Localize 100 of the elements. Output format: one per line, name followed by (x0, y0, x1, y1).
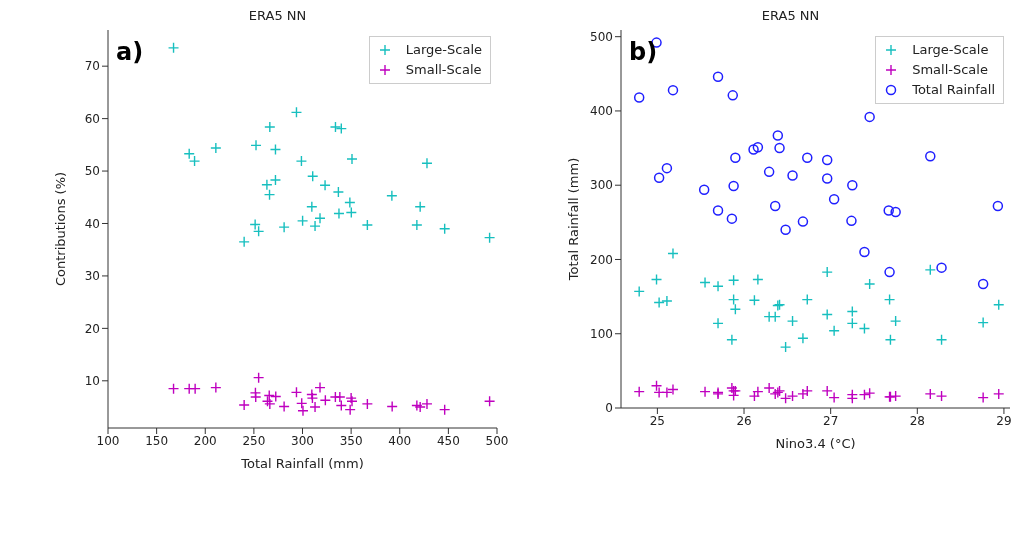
point (889, 315, 902, 327)
point (712, 317, 724, 330)
point (924, 264, 936, 276)
point (924, 388, 936, 400)
point (414, 201, 426, 213)
point (821, 154, 833, 166)
point (238, 399, 250, 411)
legend-label: Total Rainfall (912, 81, 995, 99)
point (772, 130, 784, 141)
point (797, 332, 809, 344)
x-tick-label: 300 (291, 433, 314, 448)
point (296, 215, 309, 227)
point (977, 391, 989, 404)
point (361, 219, 374, 231)
point (727, 293, 740, 306)
point (438, 223, 451, 235)
point (167, 42, 180, 54)
point (633, 385, 645, 398)
point (992, 200, 1004, 212)
point (661, 386, 673, 399)
point (977, 278, 989, 290)
legend-label: Large-Scale (405, 41, 482, 59)
point (727, 90, 739, 101)
x-tick-label: 250 (242, 433, 266, 448)
point (801, 293, 813, 306)
point (925, 151, 936, 162)
point (269, 143, 282, 156)
x-axis-title: Nino3.4 (°C) (775, 436, 856, 451)
point (438, 403, 451, 416)
point (296, 397, 308, 410)
point (661, 162, 673, 174)
legend-label: Small-Scale (912, 61, 988, 79)
point (727, 274, 740, 286)
point (333, 207, 345, 220)
point (329, 121, 342, 133)
point (421, 157, 433, 169)
point (278, 400, 290, 413)
point (769, 200, 781, 212)
point (411, 219, 423, 231)
point (774, 142, 785, 154)
point (801, 385, 813, 397)
y-tick-label: 300 (590, 178, 613, 193)
point (935, 333, 948, 346)
y-tick-label: 70 (84, 59, 100, 74)
point (278, 221, 290, 233)
point (936, 262, 947, 273)
point (797, 216, 809, 227)
point (297, 405, 309, 417)
y-tick-label: 0 (605, 401, 613, 416)
point (261, 178, 273, 191)
point (250, 391, 262, 403)
point (332, 186, 345, 198)
point (863, 278, 876, 290)
point (786, 315, 799, 327)
point (890, 206, 901, 218)
point (884, 333, 897, 346)
y-tick-label: 10 (84, 374, 100, 389)
point (859, 246, 870, 258)
point (314, 381, 326, 394)
x-tick-label: 450 (436, 433, 460, 448)
point (752, 142, 764, 153)
point (846, 215, 857, 227)
y-tick-label: 30 (84, 269, 100, 284)
point (238, 236, 250, 248)
point (344, 196, 356, 209)
point (483, 231, 496, 244)
point (250, 139, 262, 152)
legend-label: Large-Scale (912, 41, 989, 59)
point (748, 294, 761, 307)
point (821, 308, 833, 321)
y-tick-label: 400 (590, 104, 613, 119)
y-tick-label: 20 (84, 321, 100, 336)
point (728, 180, 739, 192)
point (847, 179, 858, 191)
point (769, 310, 781, 323)
point (698, 184, 710, 195)
point (667, 247, 679, 260)
legend-label: Small-Scale (405, 61, 482, 79)
point (846, 392, 859, 405)
y-tick-label: 60 (84, 111, 100, 126)
x-tick-label: 25 (649, 413, 666, 428)
point (264, 121, 276, 133)
point (699, 276, 711, 289)
x-tick-label: 500 (485, 433, 509, 448)
x-tick-label: 200 (193, 433, 217, 448)
point (846, 317, 859, 330)
chart-title: ERA5 NN (760, 8, 821, 23)
point (667, 84, 679, 96)
x-tick-label: 150 (145, 433, 169, 448)
point (883, 293, 896, 306)
point (309, 401, 321, 413)
x-tick-label: 29 (996, 413, 1012, 428)
point (821, 266, 833, 278)
point (779, 341, 792, 353)
point (263, 389, 275, 402)
point (421, 398, 433, 410)
y-tick-label: 50 (84, 164, 100, 179)
point (864, 111, 875, 123)
point (295, 155, 308, 167)
x-tick-label: 100 (96, 433, 120, 448)
